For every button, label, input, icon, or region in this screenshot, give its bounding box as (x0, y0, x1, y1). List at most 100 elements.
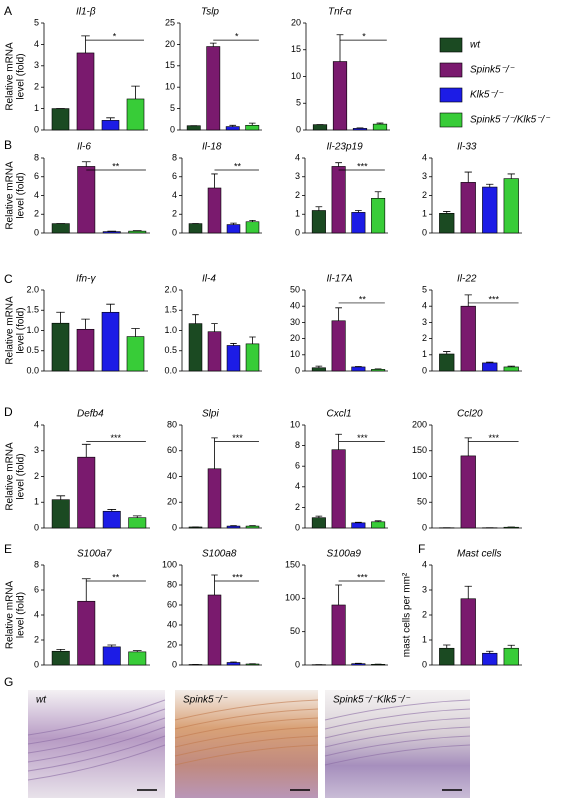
tissue-layer (27, 726, 166, 763)
legend-label: wt (470, 40, 481, 51)
bar (207, 468, 222, 529)
error-bar (464, 585, 472, 599)
bar (188, 323, 203, 372)
y-tick-label: 5 (422, 284, 427, 294)
image-label: wt (36, 695, 47, 706)
bar (460, 182, 476, 234)
bar (126, 336, 145, 372)
chart-title: Il-18 (202, 142, 222, 153)
error-bar (464, 171, 472, 183)
chart-title: Tslp (201, 7, 219, 18)
y-tick-label: 25 (165, 17, 175, 27)
bar (351, 522, 366, 529)
bar (312, 124, 328, 131)
tissue-layer (174, 699, 319, 721)
tissue-layer (27, 735, 166, 772)
significance-label: *** (232, 572, 243, 582)
tissue-layer (27, 744, 166, 781)
y-tick-label: 6 (295, 461, 300, 471)
y-axis-label: level (fold) (16, 453, 27, 499)
error-bar (464, 437, 472, 456)
chart-title: Defb4 (77, 409, 104, 420)
tissue-layer (174, 726, 319, 748)
significance-label: *** (488, 433, 499, 443)
y-tick-label: 20 (291, 17, 301, 27)
y-tick-label: 40 (290, 301, 300, 311)
y-tick-label: 4 (422, 301, 427, 311)
error-bar (81, 443, 91, 458)
error-bar (131, 85, 140, 99)
bar (245, 221, 260, 234)
legend-swatch (439, 87, 463, 103)
y-axis-label: Relative mRNA (5, 161, 16, 230)
y-tick-label: 15 (165, 60, 175, 70)
error-bar (486, 361, 494, 363)
error-bar (192, 314, 199, 324)
bar (76, 52, 95, 131)
y-tick-label: 0 (34, 124, 39, 134)
chart-title: Tnf-α (328, 7, 352, 18)
bar (128, 230, 147, 234)
bar (503, 366, 519, 372)
y-tick-label: 2 (422, 609, 427, 619)
y-tick-label: 1 (34, 103, 39, 113)
y-tick-label: 4 (34, 39, 39, 49)
y-tick-label: 1 (422, 634, 427, 644)
y-tick-label: 8 (34, 559, 39, 569)
bar (460, 305, 476, 372)
significance-label: ** (234, 161, 242, 171)
y-tick-label: 2 (172, 209, 177, 219)
y-tick-label: 60 (167, 445, 177, 455)
y-tick-label: 1 (422, 209, 427, 219)
bar (101, 311, 120, 372)
y-tick-label: 4 (34, 419, 39, 429)
y-axis-label: level (fold) (16, 307, 27, 353)
tissue-layer (324, 699, 471, 721)
error-bar (56, 495, 66, 500)
error-bar (443, 644, 451, 649)
bar (225, 126, 240, 131)
error-bar (249, 219, 256, 222)
significance-label: * (113, 31, 117, 41)
chart-title: Il-6 (77, 142, 91, 153)
bar (51, 108, 70, 131)
significance-label: * (362, 31, 366, 41)
y-tick-label: 0.0 (164, 365, 177, 375)
bar (482, 652, 498, 666)
y-tick-label: 0 (34, 227, 39, 237)
error-bar (376, 122, 384, 125)
y-tick-label: 5 (34, 17, 39, 27)
bar (102, 510, 121, 529)
bar (332, 61, 348, 131)
y-tick-label: 1 (422, 349, 427, 359)
y-tick-label: 3 (34, 445, 39, 455)
bar (311, 210, 326, 234)
error-bar (335, 162, 342, 167)
error-bar (315, 206, 323, 211)
y-tick-label: 2 (34, 634, 39, 644)
bar (186, 125, 201, 131)
y-tick-label: 0 (172, 522, 177, 532)
error-bar (230, 661, 237, 663)
y-tick-label: 10 (290, 419, 300, 429)
error-bar (335, 307, 342, 321)
y-tick-label: 0 (296, 124, 301, 134)
y-tick-label: 0 (295, 522, 300, 532)
bar (226, 345, 241, 372)
panel-letter: C (4, 272, 13, 286)
bar (371, 198, 386, 234)
y-tick-label: 4 (34, 609, 39, 619)
y-axis-label: Relative mRNA (5, 581, 16, 650)
y-tick-label: 0 (295, 365, 300, 375)
tissue-layer (324, 744, 471, 766)
bar (77, 600, 96, 666)
y-tick-label: 2 (34, 209, 39, 219)
chart-title: Cxcl1 (327, 409, 352, 420)
y-tick-label: 8 (295, 440, 300, 450)
error-bar (81, 35, 90, 53)
bar (331, 320, 346, 372)
error-bar (56, 648, 66, 652)
y-tick-label: 4 (172, 190, 177, 200)
bar (482, 362, 498, 372)
bar (102, 231, 121, 234)
